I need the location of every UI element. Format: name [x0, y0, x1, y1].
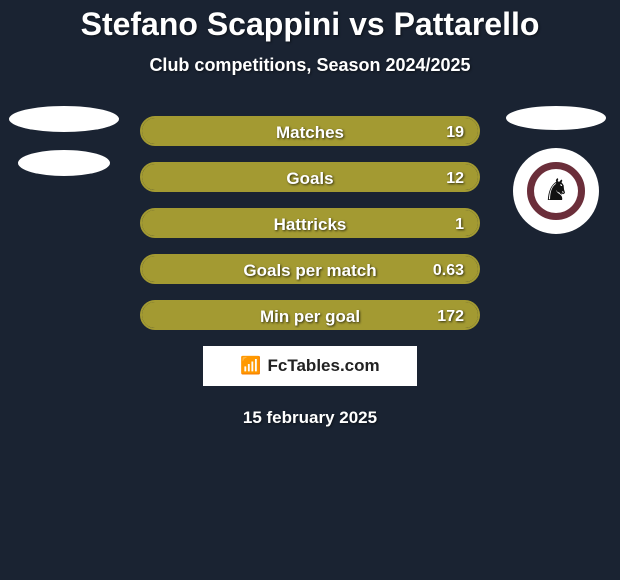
branding: 📶 FcTables.com [203, 346, 417, 386]
stat-bar: Matches19 [140, 116, 480, 146]
stat-bar-label: Matches [142, 118, 478, 144]
stat-bar-value-right: 19 [446, 118, 464, 144]
date-text: 15 february 2025 [0, 408, 620, 428]
stat-bar-value-right: 1 [455, 210, 464, 236]
player-avatar-placeholder [9, 106, 119, 132]
horse-icon: ♞ [543, 176, 570, 206]
stat-bar: Min per goal172 [140, 300, 480, 330]
comparison-area: ♞ Matches19 Goals12 Hattricks1 Goals per ma… [0, 116, 620, 330]
stat-bar-value-right: 0.63 [433, 256, 464, 282]
right-player-avatars: ♞ [496, 106, 616, 234]
stat-bar-label: Min per goal [142, 302, 478, 328]
comparison-bars: Matches19 Goals12 Hattricks1 Goals per matc… [140, 116, 480, 330]
stat-bar-label: Goals per match [142, 256, 478, 282]
branding-text: FcTables.com [268, 356, 380, 376]
stat-bar: Goals12 [140, 162, 480, 192]
stat-bar-value-right: 12 [446, 164, 464, 190]
player-avatar-placeholder [18, 150, 110, 176]
stat-bar: Goals per match0.63 [140, 254, 480, 284]
player-avatar-placeholder [506, 106, 606, 130]
stat-bar: Hattricks1 [140, 208, 480, 238]
stat-bar-label: Hattricks [142, 210, 478, 236]
subtitle: Club competitions, Season 2024/2025 [0, 55, 620, 76]
left-player-avatars [4, 106, 124, 194]
club-badge: ♞ [513, 148, 599, 234]
page-title: Stefano Scappini vs Pattarello [0, 0, 620, 43]
stat-bar-value-right: 172 [437, 302, 464, 328]
bar-chart-icon: 📶 [240, 356, 261, 376]
stat-bar-label: Goals [142, 164, 478, 190]
